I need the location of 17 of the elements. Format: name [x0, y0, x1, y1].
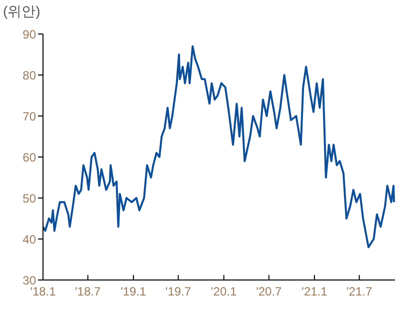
y-tick-label: 80 [22, 68, 36, 82]
x-tick-label: '18.7 [75, 284, 101, 299]
y-tick-label: 30 [22, 273, 36, 288]
y-tick-label: 40 [22, 232, 36, 246]
x-tick-label: '18.1 [30, 284, 56, 299]
x-tick-label: '20.1 [211, 284, 237, 299]
line-series [43, 45, 395, 248]
y-tick-label: 70 [22, 109, 36, 124]
x-tick-label: '20.7 [256, 284, 282, 299]
x-tick-label: '19.7 [165, 284, 192, 299]
y-tick-label: 90 [22, 27, 36, 42]
y-tick-label: 60 [22, 150, 36, 164]
x-tick-label: '19.1 [120, 284, 147, 299]
y-axis-title: (위안) [3, 3, 40, 21]
y-tick-label: 50 [22, 191, 36, 206]
x-tick-label: '21.1 [302, 284, 328, 299]
x-tick-label: '21.7 [346, 284, 372, 299]
